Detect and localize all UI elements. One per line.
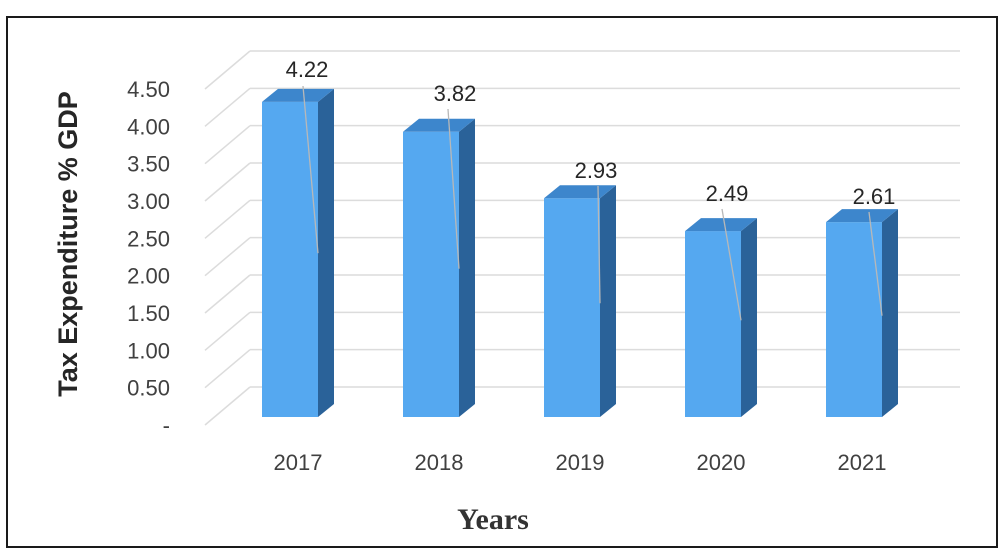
gridline-slant [204,237,251,277]
y-tick-label: 1.50 [127,301,170,326]
x-tick-labels: 2017 2018 2019 2020 2021 [274,450,887,475]
bar-side [318,88,334,417]
data-label-leader [447,108,460,269]
gridline-slant [204,274,251,314]
gridline-slant [204,386,251,426]
y-tick-label: - [163,413,170,438]
x-tick-label: 2018 [415,450,464,475]
y-tick-label: 4.00 [127,114,170,139]
data-label: 4.22 [286,57,329,82]
bars [262,88,898,418]
y-tick-label: 1.00 [127,338,170,363]
data-label: 3.82 [434,81,477,106]
bar-top [403,118,475,132]
y-tick-label: 2.00 [127,264,170,289]
gridline-slant [204,125,251,165]
x-tick-label: 2020 [697,450,746,475]
gridline-slant [204,311,251,351]
data-label-leader [597,185,601,304]
bar-top [685,218,757,232]
bar-side [741,218,757,417]
data-label: 2.61 [853,184,896,209]
bar-side [882,209,898,417]
bar-side [600,185,616,417]
x-tick-label: 2021 [838,450,887,475]
gridline-slant [204,50,251,90]
data-label-leader [302,85,319,254]
x-tick-label: 2017 [274,450,323,475]
y-tick-label: 4.50 [127,77,170,102]
data-label-leader [721,208,742,321]
x-axis-label: Years [457,503,529,536]
y-axis-label: Tax Expenditure % GDP [53,91,83,397]
gridline-slant [204,162,251,202]
y-tick-label: 2.50 [127,226,170,251]
bar-side [459,118,475,418]
y-tick-label: 3.50 [127,152,170,177]
bar [262,101,318,417]
y-tick-label: 0.50 [127,376,170,401]
bar [685,231,741,417]
y-tick-labels: - 0.50 1.00 1.50 2.00 2.50 3.00 3.50 4.00 4.50 [127,77,170,438]
x-tick-label: 2019 [556,450,605,475]
data-labels: 4.22 3.82 2.93 2.49 2.61 [286,57,896,321]
data-label: 2.49 [706,181,749,206]
y-tick-label: 3.00 [127,189,170,214]
bar [826,222,882,417]
gridline-slant [204,349,251,389]
data-label-leader [868,211,883,316]
gridline-slant [204,87,251,127]
data-label: 2.93 [575,158,618,183]
bar [403,131,459,418]
gridline-slant [204,199,251,239]
bar [544,198,600,417]
bar-top [262,88,334,102]
bar-top [826,209,898,223]
